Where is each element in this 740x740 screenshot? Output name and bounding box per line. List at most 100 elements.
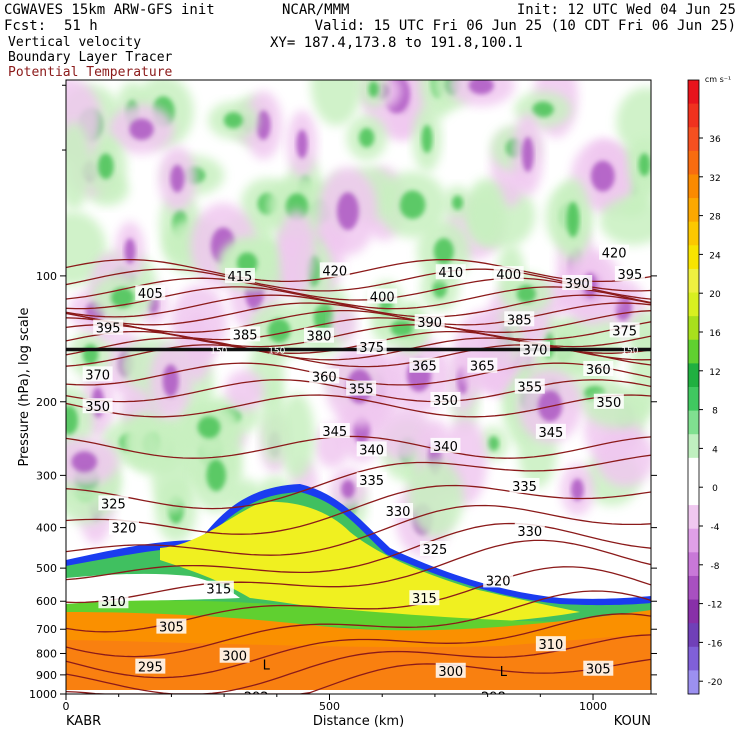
downdraft-cell <box>512 113 544 196</box>
colorbar-swatch <box>688 623 699 648</box>
theta-contour-410 <box>66 277 651 301</box>
theta-label-bg <box>614 266 645 282</box>
colorbar-tick-label: -16 <box>708 639 723 649</box>
low-marker-value: 292 <box>244 690 269 705</box>
theta-label-bg <box>108 519 139 535</box>
theta-contour-325 <box>66 522 651 581</box>
theta-label: 325 <box>101 497 126 512</box>
cell-core <box>638 153 651 177</box>
theta-label: 315 <box>412 592 437 607</box>
colorbar-tick-label: 16 <box>709 329 721 339</box>
colorbar-tick-label: 32 <box>709 174 720 184</box>
theta-label-bg <box>356 472 387 488</box>
cell-halo <box>408 459 464 538</box>
colorbar-frame <box>687 79 700 695</box>
x-tick-label: 500 <box>319 700 340 713</box>
downdraft-cell <box>571 140 635 212</box>
colorbar-swatch <box>688 174 699 199</box>
theta-label-bg <box>583 660 614 676</box>
colorbar-swatch <box>688 80 699 105</box>
updraft-cell <box>346 115 387 161</box>
colorbar-swatch <box>688 646 699 671</box>
theta-label-bg <box>504 311 535 327</box>
theta-label-bg <box>219 647 250 663</box>
theta-contour-345 <box>66 435 651 459</box>
theta-label-bg <box>367 288 398 304</box>
theta-label-bg <box>514 522 545 538</box>
theta-label: 305 <box>159 621 184 636</box>
theta-label-bg <box>609 322 640 338</box>
cell-core <box>399 190 426 219</box>
cell-core <box>421 124 433 154</box>
y-tick-label: 200 <box>36 396 57 409</box>
theta-contour-350 <box>66 394 651 418</box>
colorbar-swatch <box>688 198 699 223</box>
y-tick-label: 300 <box>36 469 57 482</box>
theta-label: 380 <box>307 330 332 345</box>
theta-label: 395 <box>618 268 643 283</box>
colorbar-tick-label: 8 <box>712 407 718 417</box>
downdraft-cell <box>115 221 145 281</box>
theta-label-bg <box>319 262 350 278</box>
theta-label: 355 <box>517 381 542 396</box>
updraft-cell <box>150 428 194 513</box>
theta-label: 415 <box>228 270 253 285</box>
downdraft-cell <box>158 146 196 211</box>
cell-core <box>170 164 185 193</box>
theta-label-bg <box>309 368 340 384</box>
downdraft-cell <box>560 463 595 516</box>
theta-label: 410 <box>438 266 463 281</box>
theta-label-bg <box>98 593 129 609</box>
theta-contour-300 <box>66 634 651 694</box>
cell-core <box>162 364 179 398</box>
updraft-cell <box>412 105 442 172</box>
potential-temperature-labels: 420 415 410 400 390 395 420 405 400 395 385 380 390 3… <box>82 244 645 705</box>
downdraft-cell <box>66 437 119 487</box>
theta-label-bg <box>383 502 414 518</box>
theta-contour-320 <box>66 539 651 604</box>
cell-core <box>452 195 463 210</box>
y-tick-label: 100 <box>36 270 57 283</box>
updraft-cell <box>408 459 464 538</box>
tracer-surface-orange <box>66 634 651 690</box>
theta-label: 420 <box>602 247 627 262</box>
theta-label-bg <box>224 267 255 283</box>
x-axis-title: Distance (km) <box>313 714 404 729</box>
tropopause-label: 150 <box>621 347 638 357</box>
potential-temperature-contours <box>66 258 651 694</box>
colorbar-unit: cm s⁻¹ <box>705 75 731 84</box>
cell-halo <box>225 369 265 411</box>
cell-halo <box>595 427 651 487</box>
theta-label: 315 <box>206 583 231 598</box>
theta-label-bg <box>409 357 440 373</box>
theta-label-bg <box>435 662 466 678</box>
theta-label: 345 <box>322 425 347 440</box>
theta-contour-310 <box>66 590 651 658</box>
y-tick-label: 700 <box>36 623 57 636</box>
updraft-cell <box>599 196 651 246</box>
theta-label: 405 <box>138 287 163 302</box>
colorbar-tick-label: -20 <box>708 678 723 688</box>
updraft-cell <box>279 392 315 480</box>
colorbar-swatch <box>688 245 699 270</box>
field-label-vertical-velocity: Vertical velocity <box>8 35 142 50</box>
downdraft-cell <box>318 167 378 256</box>
theta-label: 330 <box>386 505 411 520</box>
cell-halo <box>310 80 363 126</box>
theta-label-bg <box>156 618 187 634</box>
cell-core <box>336 192 359 231</box>
cell-core <box>206 459 226 492</box>
y-tick-label: 400 <box>36 522 57 535</box>
theta-label-bg <box>82 398 113 414</box>
colorbar-swatch <box>688 339 699 364</box>
theta-contour-400 <box>66 294 651 318</box>
y-tick-label: 600 <box>36 595 57 608</box>
cell-core <box>197 416 221 439</box>
axes: 100 200 300 400 500 600 700 800 900 1000 0 500 1000 D… <box>17 84 657 729</box>
theta-label-bg <box>593 393 624 409</box>
colorbar-tick-label: -4 <box>711 523 720 533</box>
colorbar-tick-label: 4 <box>712 445 718 455</box>
colorbar-swatch <box>688 316 699 341</box>
theta-label-bg <box>535 636 566 652</box>
colorbar: 36 32 28 24 20 16 12 8 4 0 -4 -8 -12 -16 -20 cm s⁻¹ <box>687 75 731 695</box>
